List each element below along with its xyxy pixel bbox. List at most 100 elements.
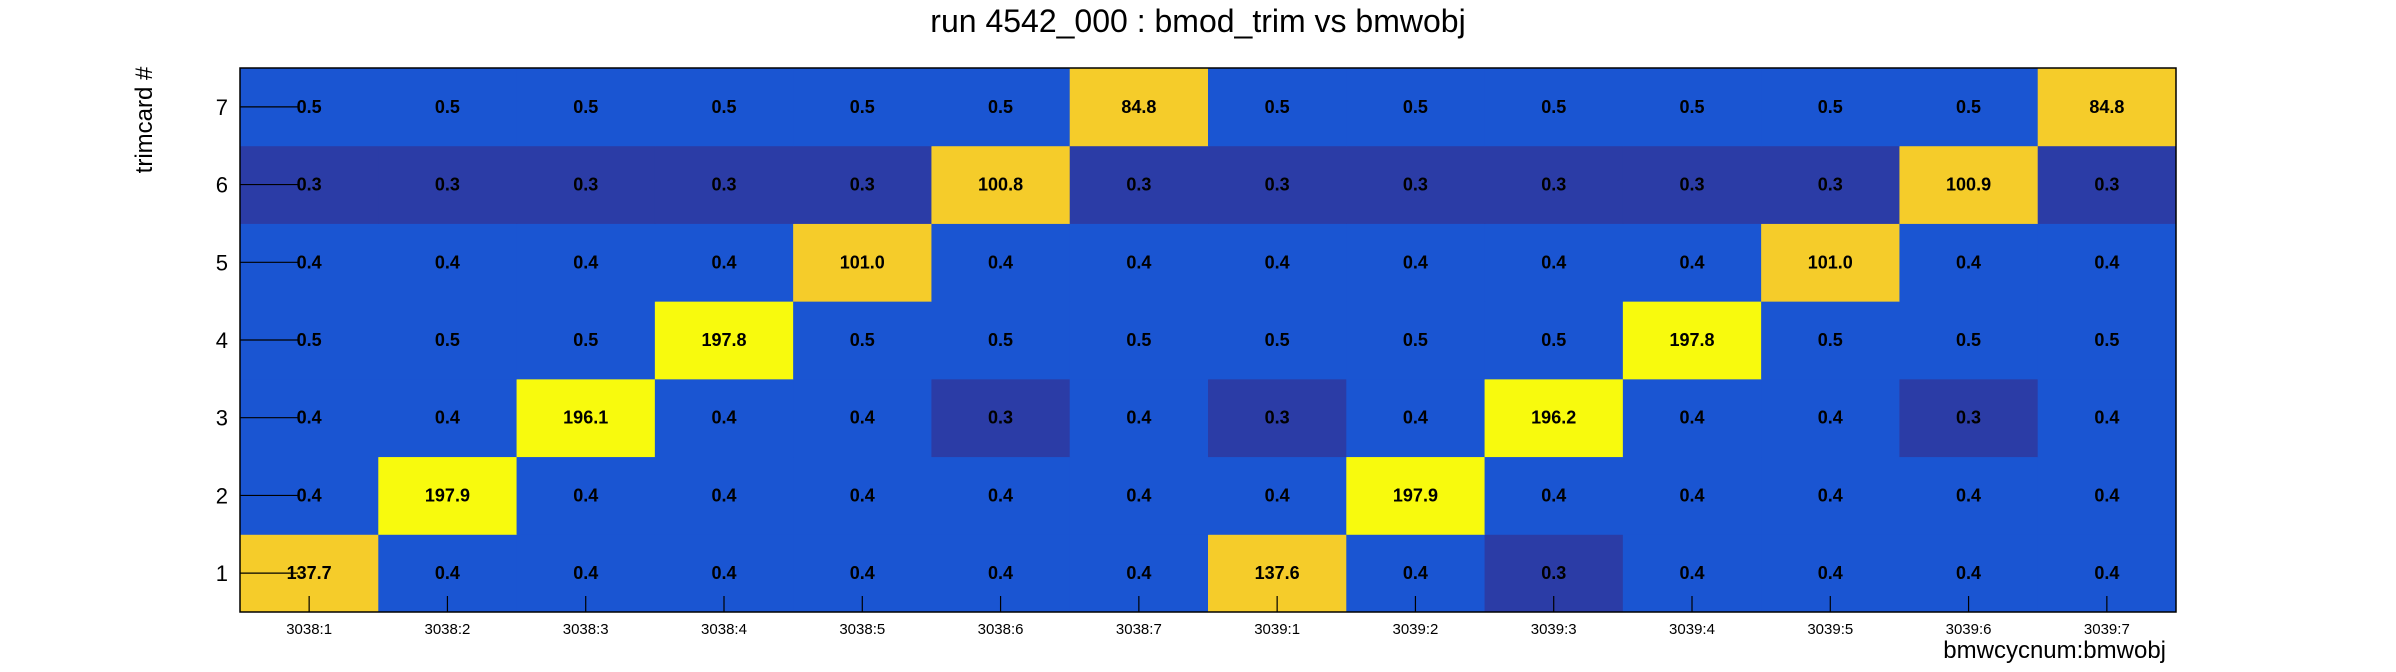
cell-value-label: 0.5	[988, 97, 1013, 117]
cell-value-label: 0.4	[297, 485, 322, 505]
cell-value-label: 0.5	[1265, 97, 1290, 117]
x-tick-label: 3038:5	[839, 621, 885, 638]
heatmap-cell	[2037, 456, 2177, 535]
y-tick-label: 1	[216, 561, 228, 586]
heatmap-cell	[1346, 145, 1486, 224]
cell-value-label: 0.4	[1541, 252, 1566, 272]
heatmap-cell	[1899, 378, 2039, 458]
cell-value-label: 0.3	[1541, 175, 1566, 195]
heatmap-cell	[2037, 223, 2177, 302]
cell-value-label: 0.4	[1679, 563, 1704, 583]
heatmap-cell	[1622, 456, 1762, 535]
heatmap-cell	[516, 301, 656, 380]
cell-value-label: 0.5	[1679, 97, 1704, 117]
x-tick-label: 3038:2	[424, 621, 470, 638]
cell-value-label: 0.3	[1265, 408, 1290, 428]
cell-value-label: 0.4	[1956, 563, 1981, 583]
cell-value-label: 0.4	[1403, 252, 1428, 272]
heatmap-cell	[1346, 378, 1486, 458]
heatmap-cell	[931, 301, 1071, 380]
heatmap-cell	[1899, 301, 2039, 380]
cell-value-label: 0.4	[1679, 408, 1704, 428]
y-tick-label: 3	[216, 406, 228, 431]
cell-value-label: 0.4	[1403, 408, 1428, 428]
cell-value-label: 0.4	[1818, 485, 1843, 505]
heatmap-cell	[1346, 223, 1486, 302]
cell-value-label: 0.5	[1403, 97, 1428, 117]
heatmap-cell	[654, 301, 794, 380]
heatmap-cell	[1208, 378, 1347, 458]
heatmap-cell	[1069, 145, 1209, 224]
heatmap-cell	[1346, 301, 1486, 380]
heatmap-cell	[1069, 68, 1209, 147]
cell-value-label: 0.5	[2094, 330, 2119, 350]
heatmap-cell	[654, 223, 794, 302]
cell-value-label: 0.4	[1126, 252, 1151, 272]
cell-value-label: 0.5	[988, 330, 1013, 350]
cell-value-label: 0.5	[1956, 97, 1981, 117]
y-axis-title: trimcard #	[131, 66, 158, 173]
heatmap-cell	[516, 223, 656, 302]
heatmap-cell	[1761, 145, 1900, 224]
heatmap-cell	[1208, 456, 1347, 535]
cell-value-label: 0.3	[711, 175, 736, 195]
x-tick-label: 3039:2	[1392, 621, 1438, 638]
heatmap-cell	[931, 456, 1071, 535]
cell-value-label: 0.4	[297, 408, 322, 428]
cell-value-label: 0.5	[435, 330, 460, 350]
x-tick-label: 3038:4	[701, 621, 747, 638]
cell-value-label: 0.4	[988, 252, 1013, 272]
cell-value-label: 0.3	[1818, 175, 1843, 195]
x-tick-label: 3038:3	[563, 621, 609, 638]
heatmap-cell	[654, 378, 794, 458]
cell-value-label: 137.6	[1255, 563, 1300, 583]
x-tick-label: 3039:6	[1946, 621, 1992, 638]
cell-value-label: 0.5	[1818, 330, 1843, 350]
cell-value-label: 0.4	[1126, 408, 1151, 428]
cell-value-label: 0.4	[850, 408, 875, 428]
cell-value-label: 197.8	[1669, 330, 1714, 350]
heatmap-cell	[1622, 68, 1762, 147]
cell-value-label: 0.4	[711, 563, 736, 583]
cell-value-label: 0.5	[1265, 330, 1290, 350]
cell-value-label: 0.5	[1541, 330, 1566, 350]
heatmap-cell	[1761, 301, 1900, 380]
cell-value-label: 0.5	[1956, 330, 1981, 350]
cell-value-label: 0.4	[2094, 408, 2119, 428]
y-axis: 1 2 3 4 5 6 7	[216, 95, 298, 586]
heatmap-cell	[1208, 301, 1347, 380]
cell-value-label: 0.4	[711, 252, 736, 272]
heatmap-cell	[1761, 456, 1900, 535]
heatmap-cell	[793, 301, 932, 380]
cell-value-label: 0.4	[2094, 252, 2119, 272]
heatmap-cell	[654, 145, 794, 224]
heatmap-cell	[1484, 223, 1624, 302]
cell-value-label: 0.3	[2094, 175, 2119, 195]
cell-value-label: 197.8	[701, 330, 746, 350]
cell-value-label: 0.5	[297, 97, 322, 117]
heatmap-cell	[516, 378, 656, 458]
cell-value-label: 0.4	[1126, 485, 1151, 505]
x-tick-label: 3038:6	[978, 621, 1024, 638]
cell-value-label: 197.9	[1393, 485, 1438, 505]
cell-value-label: 196.2	[1531, 408, 1576, 428]
cell-value-label: 0.4	[1818, 563, 1843, 583]
heatmap-cell	[378, 223, 518, 302]
heatmap-cell	[1069, 378, 1209, 458]
cell-value-label: 0.4	[1956, 485, 1981, 505]
heatmap-cell	[654, 68, 794, 147]
cell-value-label: 100.8	[978, 175, 1023, 195]
cell-value-label: 0.4	[1679, 485, 1704, 505]
heatmap-cell	[378, 68, 518, 147]
cell-value-label: 0.4	[1956, 252, 1981, 272]
cell-value-label: 0.4	[1265, 252, 1290, 272]
y-tick-label: 6	[216, 173, 228, 198]
cell-value-label: 0.5	[1818, 97, 1843, 117]
heatmap-cell	[2037, 68, 2177, 147]
heatmap-cell-labels: 137.7 0.4 0.4 0.4 0.4 0.4 0.4 137.6 0.4 0.3 0.4 0.4…	[287, 97, 2125, 583]
cell-value-label: 0.4	[711, 485, 736, 505]
cell-value-label: 0.4	[573, 563, 598, 583]
cell-value-label: 0.5	[297, 330, 322, 350]
heatmap-cell	[1484, 378, 1624, 458]
cell-value-label: 0.4	[1265, 485, 1290, 505]
